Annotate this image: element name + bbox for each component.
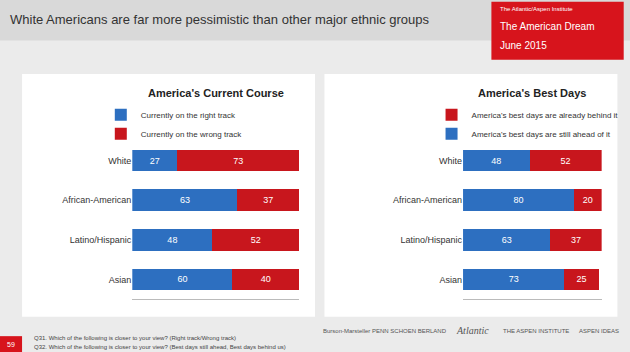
svg-text:Currently on the right track: Currently on the right track (141, 111, 236, 120)
svg-text:52: 52 (561, 156, 571, 166)
svg-text:Asian: Asian (109, 275, 132, 285)
svg-text:27: 27 (150, 156, 160, 166)
svg-text:June 2015: June 2015 (500, 40, 547, 51)
svg-text:63: 63 (180, 195, 190, 205)
svg-text:80: 80 (513, 195, 523, 205)
svg-text:Atlantic: Atlantic (456, 325, 489, 336)
svg-text:Q32. Which of the following is: Q32. Which of the following is closer to… (34, 344, 286, 350)
svg-text:59: 59 (7, 341, 15, 348)
svg-text:52: 52 (251, 235, 261, 245)
svg-text:48: 48 (491, 156, 501, 166)
svg-text:Latino/Hispanic: Latino/Hispanic (70, 235, 132, 245)
svg-text:African-American: African-American (62, 195, 131, 205)
svg-text:White: White (108, 156, 131, 166)
svg-text:African-American: African-American (393, 195, 462, 205)
svg-text:THE ASPEN INSTITUTE: THE ASPEN INSTITUTE (503, 328, 569, 334)
svg-text:37: 37 (571, 235, 581, 245)
svg-text:America's Best Days: America's Best Days (478, 87, 586, 99)
svg-text:Currently on the wrong track: Currently on the wrong track (141, 130, 242, 139)
svg-text:25: 25 (577, 274, 587, 284)
svg-text:Burson-Marsteller: Burson-Marsteller (323, 328, 370, 334)
svg-text:63: 63 (502, 235, 512, 245)
svg-text:ASPEN IDEAS: ASPEN IDEAS (579, 328, 619, 334)
svg-text:PENN SCHOEN BERLAND: PENN SCHOEN BERLAND (372, 328, 447, 334)
svg-text:73: 73 (509, 274, 519, 284)
svg-text:20: 20 (583, 195, 593, 205)
svg-text:Latino/Hispanic: Latino/Hispanic (401, 235, 463, 245)
svg-text:America's Current Course: America's Current Course (148, 87, 284, 99)
svg-text:The American Dream: The American Dream (500, 21, 594, 32)
svg-text:40: 40 (261, 274, 271, 284)
svg-text:White: White (439, 156, 462, 166)
svg-text:Q31. Which of the following is: Q31. Which of the following is closer to… (34, 335, 236, 341)
svg-text:48: 48 (167, 235, 177, 245)
svg-text:America's best days are still: America's best days are still ahead of i… (472, 130, 611, 139)
svg-text:37: 37 (263, 195, 273, 205)
svg-text:Asian: Asian (440, 275, 463, 285)
svg-text:60: 60 (177, 274, 187, 284)
svg-text:America's best days are alread: America's best days are already behind i… (472, 111, 619, 120)
svg-text:White Americans are far more p: White Americans are far more pessimistic… (10, 12, 430, 27)
svg-text:73: 73 (233, 156, 243, 166)
svg-text:The Atlantic/Aspen Institute: The Atlantic/Aspen Institute (500, 6, 573, 12)
